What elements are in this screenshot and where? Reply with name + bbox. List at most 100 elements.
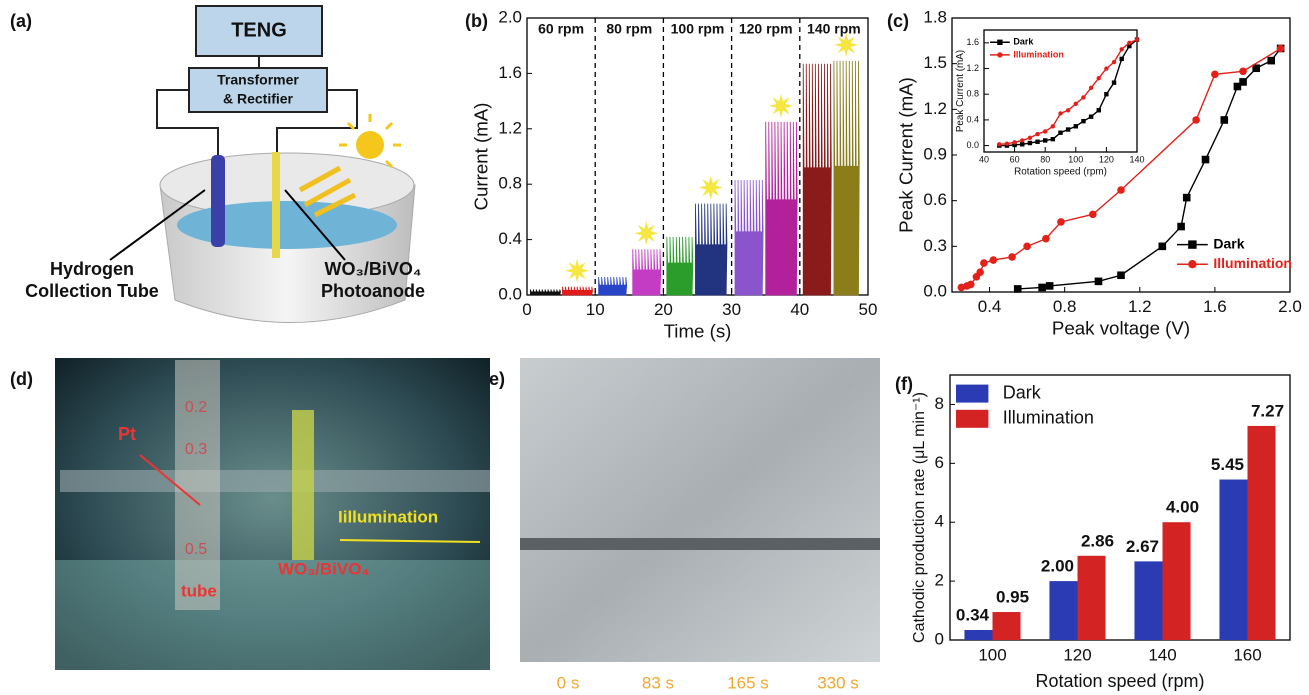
legend-marker <box>1188 240 1197 249</box>
transformer-label: & Rectifier <box>223 91 294 107</box>
y-tick-label: 4 <box>935 512 944 531</box>
data-point <box>1012 140 1017 145</box>
data-point <box>1201 155 1210 164</box>
light-arrows <box>298 165 357 218</box>
data-point <box>1182 193 1191 202</box>
data-point <box>1127 43 1132 49</box>
y-axis-label: Current (mA) <box>471 103 492 211</box>
data-point <box>1042 234 1050 243</box>
x-tick-label: 140 <box>1148 645 1176 664</box>
legend-marker <box>997 52 1003 58</box>
data-point <box>1094 277 1103 286</box>
legend-marker <box>997 39 1003 45</box>
data-point <box>1020 142 1025 147</box>
data-point <box>1012 142 1017 148</box>
data-point <box>1252 64 1260 73</box>
scale-mark: 0.3 <box>185 441 207 458</box>
water <box>177 201 397 249</box>
y-tick-label: 0.4 <box>498 229 522 248</box>
x-tick-label: 30 <box>722 300 741 319</box>
data-point <box>1004 141 1010 146</box>
data-point <box>1035 131 1040 137</box>
value-label: 2.86 <box>1081 531 1114 550</box>
arrow <box>139 454 201 506</box>
current-burst <box>802 63 832 296</box>
data-point <box>1035 139 1040 144</box>
x-tick-label: 1.6 <box>1203 297 1227 316</box>
y-tick-label: 0.0 <box>498 284 522 303</box>
data-point <box>1058 130 1063 135</box>
teng-box <box>195 5 323 57</box>
value-label: 7.27 <box>1251 401 1284 420</box>
y-tick-label: 0.6 <box>923 190 947 209</box>
data-point <box>1096 108 1101 113</box>
x-tick-label: 40 <box>790 300 809 319</box>
wire <box>276 89 358 160</box>
y-tick-label: 1.2 <box>498 118 522 137</box>
data-point <box>1088 114 1094 119</box>
y-tick-label: 0.4 <box>966 114 979 124</box>
x-tick-label: 100 <box>1068 154 1083 164</box>
data-point <box>1177 222 1185 231</box>
light-label: Iillumination <box>338 507 438 526</box>
legend-swatch <box>956 384 989 403</box>
data-point <box>1045 282 1054 290</box>
bar <box>1247 425 1276 640</box>
data-point <box>989 256 998 264</box>
data-point <box>1239 67 1247 76</box>
x-tick-label: 60 <box>1010 154 1020 164</box>
data-point <box>1089 210 1097 219</box>
data-point <box>976 268 984 277</box>
data-point <box>1276 44 1285 53</box>
wire <box>156 89 219 160</box>
x-axis-label: Peak voltage (V) <box>1052 317 1190 338</box>
y-axis-label: Cathodic production rate (μL min⁻¹) <box>911 392 928 643</box>
current-burst <box>734 180 764 296</box>
segment-label: 60 rpm <box>538 21 584 37</box>
y-tick-label: 2.0 <box>498 7 522 26</box>
data-point <box>1220 116 1229 124</box>
data-point <box>1117 186 1125 194</box>
data-point <box>1065 108 1071 113</box>
data-point <box>1023 242 1031 251</box>
legend-swatch <box>956 409 989 428</box>
photo: 0.2 0.3 0.5 Pt tube WO₃/BiVO₄ Iilluminat… <box>55 358 490 670</box>
x-axis-label: Rotation speed (rpm) <box>1035 671 1204 691</box>
time-label: 0 s <box>557 673 580 692</box>
panel-label: (c) <box>887 11 909 31</box>
data-point <box>1267 56 1276 65</box>
bar <box>1162 522 1191 640</box>
bar <box>992 612 1021 640</box>
arrow <box>109 189 206 261</box>
divider <box>520 538 880 550</box>
data-point <box>1239 78 1247 86</box>
legend-label: Dark <box>1013 37 1034 47</box>
x-tick-label: 0.4 <box>978 297 1002 316</box>
plot-frame <box>949 374 1291 641</box>
sun-icon <box>565 258 590 283</box>
y-tick-label: 0.3 <box>923 236 947 255</box>
panel-label: (d) <box>10 369 33 389</box>
data-point <box>1013 285 1022 293</box>
data-point <box>1050 136 1056 142</box>
data-point <box>1057 218 1065 226</box>
x-tick-label: 120 <box>1063 645 1091 664</box>
data-point <box>1111 59 1117 65</box>
current-burst <box>598 276 628 296</box>
water <box>55 560 490 670</box>
value-label: 0.34 <box>956 605 990 624</box>
pt-label: Pt <box>118 424 136 444</box>
data-point <box>997 142 1002 147</box>
y-tick-label: 0.8 <box>966 89 979 99</box>
legend-label: Illumination <box>1003 408 1094 428</box>
y-tick-label: 1.6 <box>966 37 979 47</box>
data-point <box>1111 80 1117 85</box>
legend-label: Illumination <box>1213 255 1292 271</box>
value-label: 5.45 <box>1211 455 1244 474</box>
diagram: TENG Transformer & Rectifier Hydrogen Co… <box>25 5 425 323</box>
y-tick-label: 1.8 <box>923 7 947 26</box>
current-burst <box>530 289 561 296</box>
x-tick-label: 20 <box>654 300 673 319</box>
sun-icon <box>698 175 723 200</box>
data-point <box>1088 85 1094 90</box>
